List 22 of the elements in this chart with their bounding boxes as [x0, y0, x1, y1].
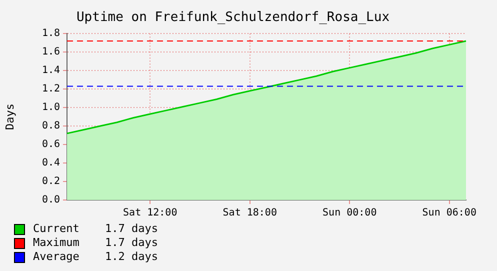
y-axis-title: Days	[3, 104, 16, 130]
y-tick-label: 0.8	[42, 120, 60, 132]
legend-label: Current	[33, 222, 80, 236]
y-tick-label: 0.4	[42, 158, 60, 169]
legend-label: Average	[33, 250, 80, 264]
x-tick-label: Sat 12:00	[123, 208, 178, 219]
text: 1.2 days	[105, 250, 158, 264]
x-tick-label: Sun 00:00	[322, 208, 377, 219]
y-tick-label: 1.0	[42, 102, 60, 114]
chart-title: Uptime on Freifunk_Schulzendorf_Rosa_Lux	[76, 10, 390, 26]
x-tick-label: Sun 06:00	[422, 208, 476, 219]
x-tick-label: Sat 18:00	[222, 208, 277, 219]
y-tick-label: 0.6	[42, 139, 60, 150]
y-tick-label: 0.2	[42, 176, 60, 188]
text: 1.7 days	[105, 222, 158, 236]
legend-label: Maximum	[33, 236, 80, 250]
y-tick-label: 1.6	[42, 46, 60, 58]
y-tick-label: 1.8	[42, 28, 60, 40]
y-tick-label: 1.4	[42, 65, 60, 76]
y-tick-label: 0.0	[42, 194, 60, 206]
text: 1.7 days	[105, 236, 158, 250]
y-tick-label: 1.2	[42, 84, 60, 95]
